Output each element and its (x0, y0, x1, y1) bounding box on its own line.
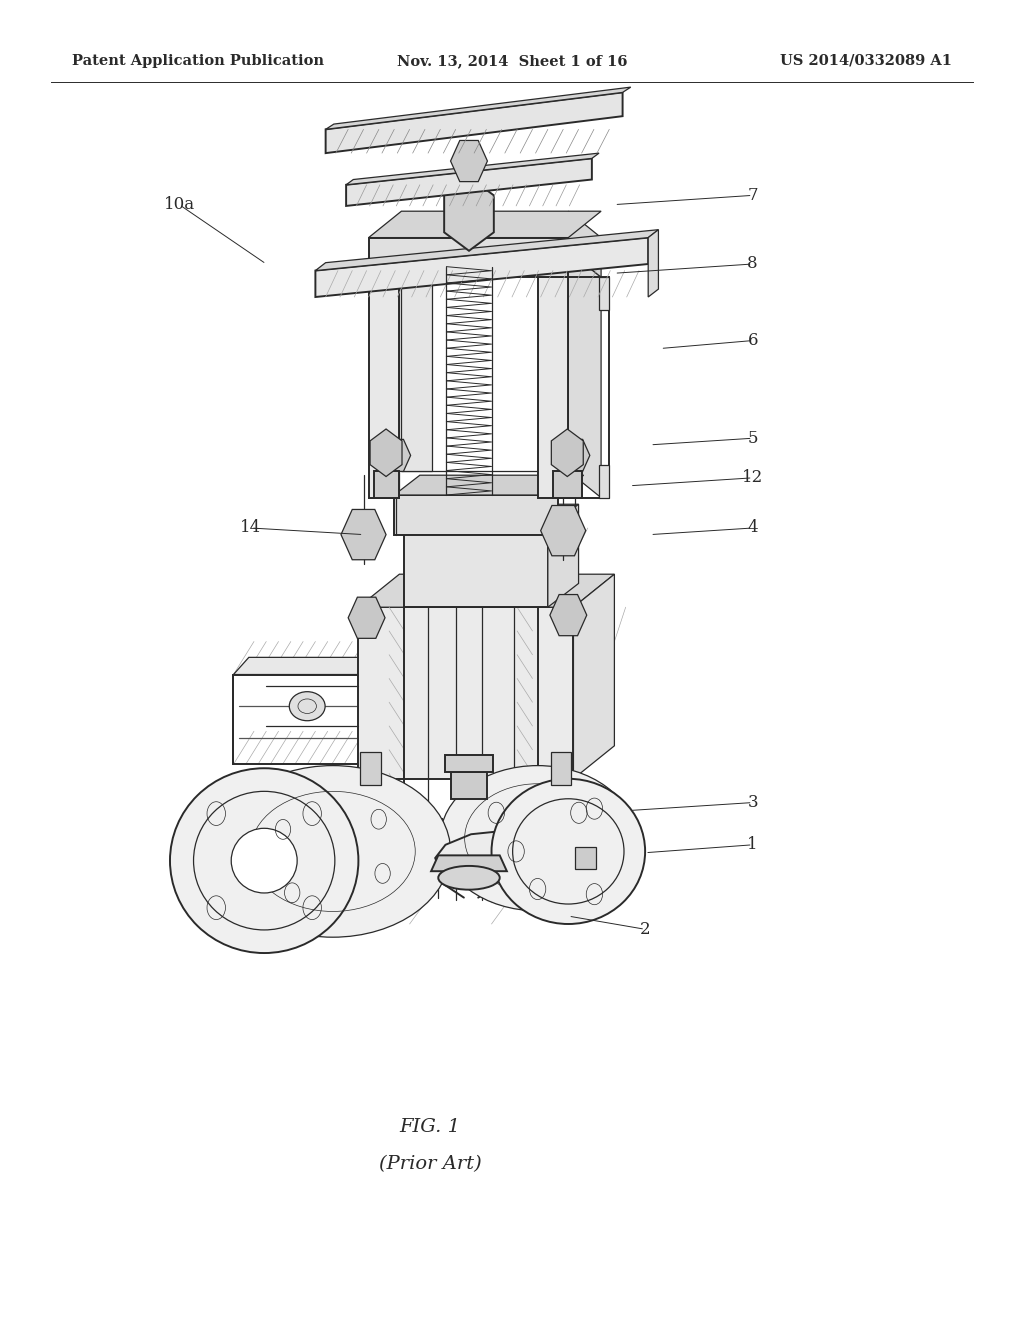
Text: US 2014/0332089 A1: US 2014/0332089 A1 (780, 54, 952, 67)
Polygon shape (315, 238, 648, 297)
Text: FIG. 1: FIG. 1 (399, 1118, 461, 1137)
Text: 12: 12 (742, 470, 763, 486)
Ellipse shape (438, 866, 500, 890)
Polygon shape (315, 230, 658, 271)
Ellipse shape (289, 692, 326, 721)
Polygon shape (435, 821, 599, 904)
Polygon shape (573, 574, 614, 779)
Polygon shape (358, 574, 614, 607)
Polygon shape (233, 657, 394, 675)
Polygon shape (210, 781, 404, 931)
Text: 10a: 10a (164, 197, 195, 213)
Polygon shape (445, 755, 493, 772)
Text: 5: 5 (748, 430, 758, 446)
Text: Nov. 13, 2014  Sheet 1 of 16: Nov. 13, 2014 Sheet 1 of 16 (396, 54, 628, 67)
Polygon shape (599, 277, 609, 310)
Polygon shape (551, 752, 571, 785)
Polygon shape (346, 153, 599, 185)
Ellipse shape (440, 766, 635, 911)
Text: 1: 1 (748, 837, 758, 853)
Polygon shape (374, 471, 399, 498)
Polygon shape (401, 251, 432, 471)
Text: 3: 3 (748, 795, 758, 810)
Polygon shape (599, 465, 609, 498)
Text: (Prior Art): (Prior Art) (379, 1155, 481, 1173)
Polygon shape (648, 230, 658, 297)
Ellipse shape (492, 779, 645, 924)
Polygon shape (451, 772, 487, 799)
Polygon shape (553, 471, 582, 498)
Text: 8: 8 (748, 256, 758, 272)
Polygon shape (568, 251, 601, 498)
Polygon shape (369, 238, 568, 277)
Polygon shape (394, 475, 584, 495)
Text: 6: 6 (748, 333, 758, 348)
Ellipse shape (231, 829, 297, 892)
Polygon shape (404, 504, 579, 528)
Polygon shape (360, 752, 381, 785)
Polygon shape (369, 211, 601, 238)
Polygon shape (431, 855, 507, 871)
Text: 7: 7 (748, 187, 758, 203)
Polygon shape (394, 495, 558, 535)
Ellipse shape (170, 768, 358, 953)
Polygon shape (358, 607, 573, 779)
Polygon shape (326, 87, 631, 129)
Bar (575, 847, 596, 869)
Text: 4: 4 (748, 520, 758, 536)
Text: 2: 2 (640, 921, 650, 937)
Polygon shape (568, 211, 601, 277)
Polygon shape (538, 277, 568, 498)
Polygon shape (346, 158, 592, 206)
Polygon shape (369, 277, 399, 498)
Text: Patent Application Publication: Patent Application Publication (72, 54, 324, 67)
Polygon shape (548, 504, 579, 607)
Polygon shape (326, 92, 623, 153)
Ellipse shape (215, 766, 451, 937)
Polygon shape (404, 528, 548, 607)
Text: 14: 14 (241, 520, 261, 536)
